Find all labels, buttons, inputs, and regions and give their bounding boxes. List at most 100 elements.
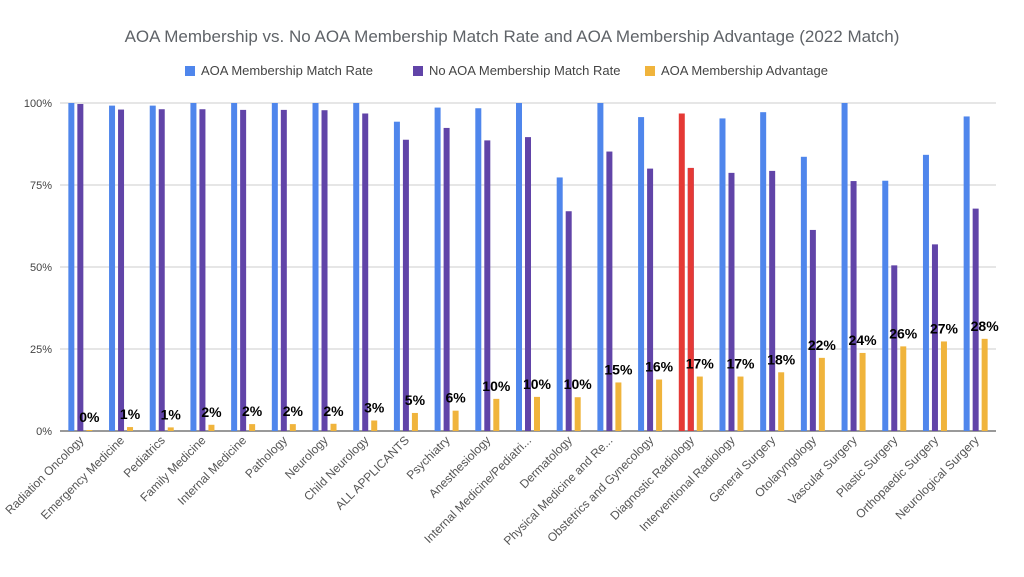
bar [231,103,238,431]
bar [158,109,165,432]
bar [638,117,645,431]
data-label: 18% [767,351,796,367]
data-label: 17% [726,356,755,372]
category-label: Vascular Surgery [785,433,859,507]
data-label: 2% [242,403,263,419]
bar [778,372,785,431]
bar [981,338,988,431]
bar [493,398,500,431]
data-label: 17% [686,356,715,372]
bar [443,127,450,431]
bar [900,346,907,431]
bar [330,423,337,431]
bar [809,229,816,431]
bar [127,427,134,431]
bar [149,105,156,432]
data-label: 10% [482,378,511,394]
bar [534,396,540,431]
data-label: 5% [405,392,426,408]
bar [353,103,360,431]
legend: AOA Membership Match Rate No AOA Membersh… [185,63,828,78]
bar [280,109,287,431]
bar [678,113,685,431]
bar [190,103,197,431]
data-label: 3% [364,400,385,416]
bar [656,379,663,431]
bar [850,181,857,431]
bar [249,424,256,431]
category-label: Radiation Oncology [3,433,87,517]
bar [86,430,93,431]
bar [760,112,767,432]
legend-label: AOA Membership Advantage [661,63,828,78]
bar [556,177,563,431]
bar [312,103,319,431]
y-tick-label: 50% [30,262,52,274]
bar [615,382,622,431]
bar [167,427,174,431]
data-label: 28% [971,318,1000,334]
bar [525,137,531,431]
legend-label: No AOA Membership Match Rate [429,63,620,78]
bar [271,103,278,431]
bar [719,118,726,431]
bar [728,172,735,431]
bar [800,156,807,432]
bar [922,154,929,431]
bar [931,244,938,431]
legend-swatch [413,66,423,76]
category-label: ALL APPLICANTS [333,433,412,512]
bar [289,424,296,431]
data-label: 2% [323,403,344,419]
bar [109,105,116,432]
data-label: 6% [445,390,466,406]
bar [434,107,441,431]
bar [940,341,947,431]
bar [484,140,491,431]
bar [882,180,889,431]
chart-title: AOA Membership vs. No AOA Membership Mat… [125,27,900,46]
bar [818,357,825,431]
bar [68,103,75,431]
bar [362,113,369,431]
bar [240,109,247,431]
bar-highlight [687,167,694,431]
bar [737,376,744,431]
bar [199,109,206,432]
bar [696,376,703,431]
bar [597,103,604,431]
data-label: 10% [523,376,552,392]
bar [859,352,866,431]
data-label: 27% [930,320,959,336]
bar [565,211,572,431]
y-tick-label: 75% [30,180,52,192]
data-label: 15% [604,361,633,377]
bar [891,265,898,431]
bar [452,410,459,431]
data-label: 0% [79,409,100,425]
data-label: 2% [283,403,304,419]
data-label: 1% [120,406,141,422]
bar [371,420,378,431]
bar [118,109,125,431]
bar [475,108,482,432]
data-label: 10% [564,376,593,392]
bar [402,139,409,431]
y-tick-label: 0% [36,426,52,438]
bar [393,121,400,432]
data-label: 2% [201,404,222,420]
data-label: 1% [161,406,182,422]
bar [208,424,215,431]
bars [68,103,988,432]
bar [321,110,328,431]
legend-label: AOA Membership Match Rate [201,63,373,78]
data-label: 22% [808,337,837,353]
data-label: 24% [849,332,878,348]
data-label: 26% [889,325,918,341]
y-tick-label: 25% [30,344,52,356]
bar [841,103,848,431]
bar [606,151,613,431]
legend-swatch [185,66,195,76]
